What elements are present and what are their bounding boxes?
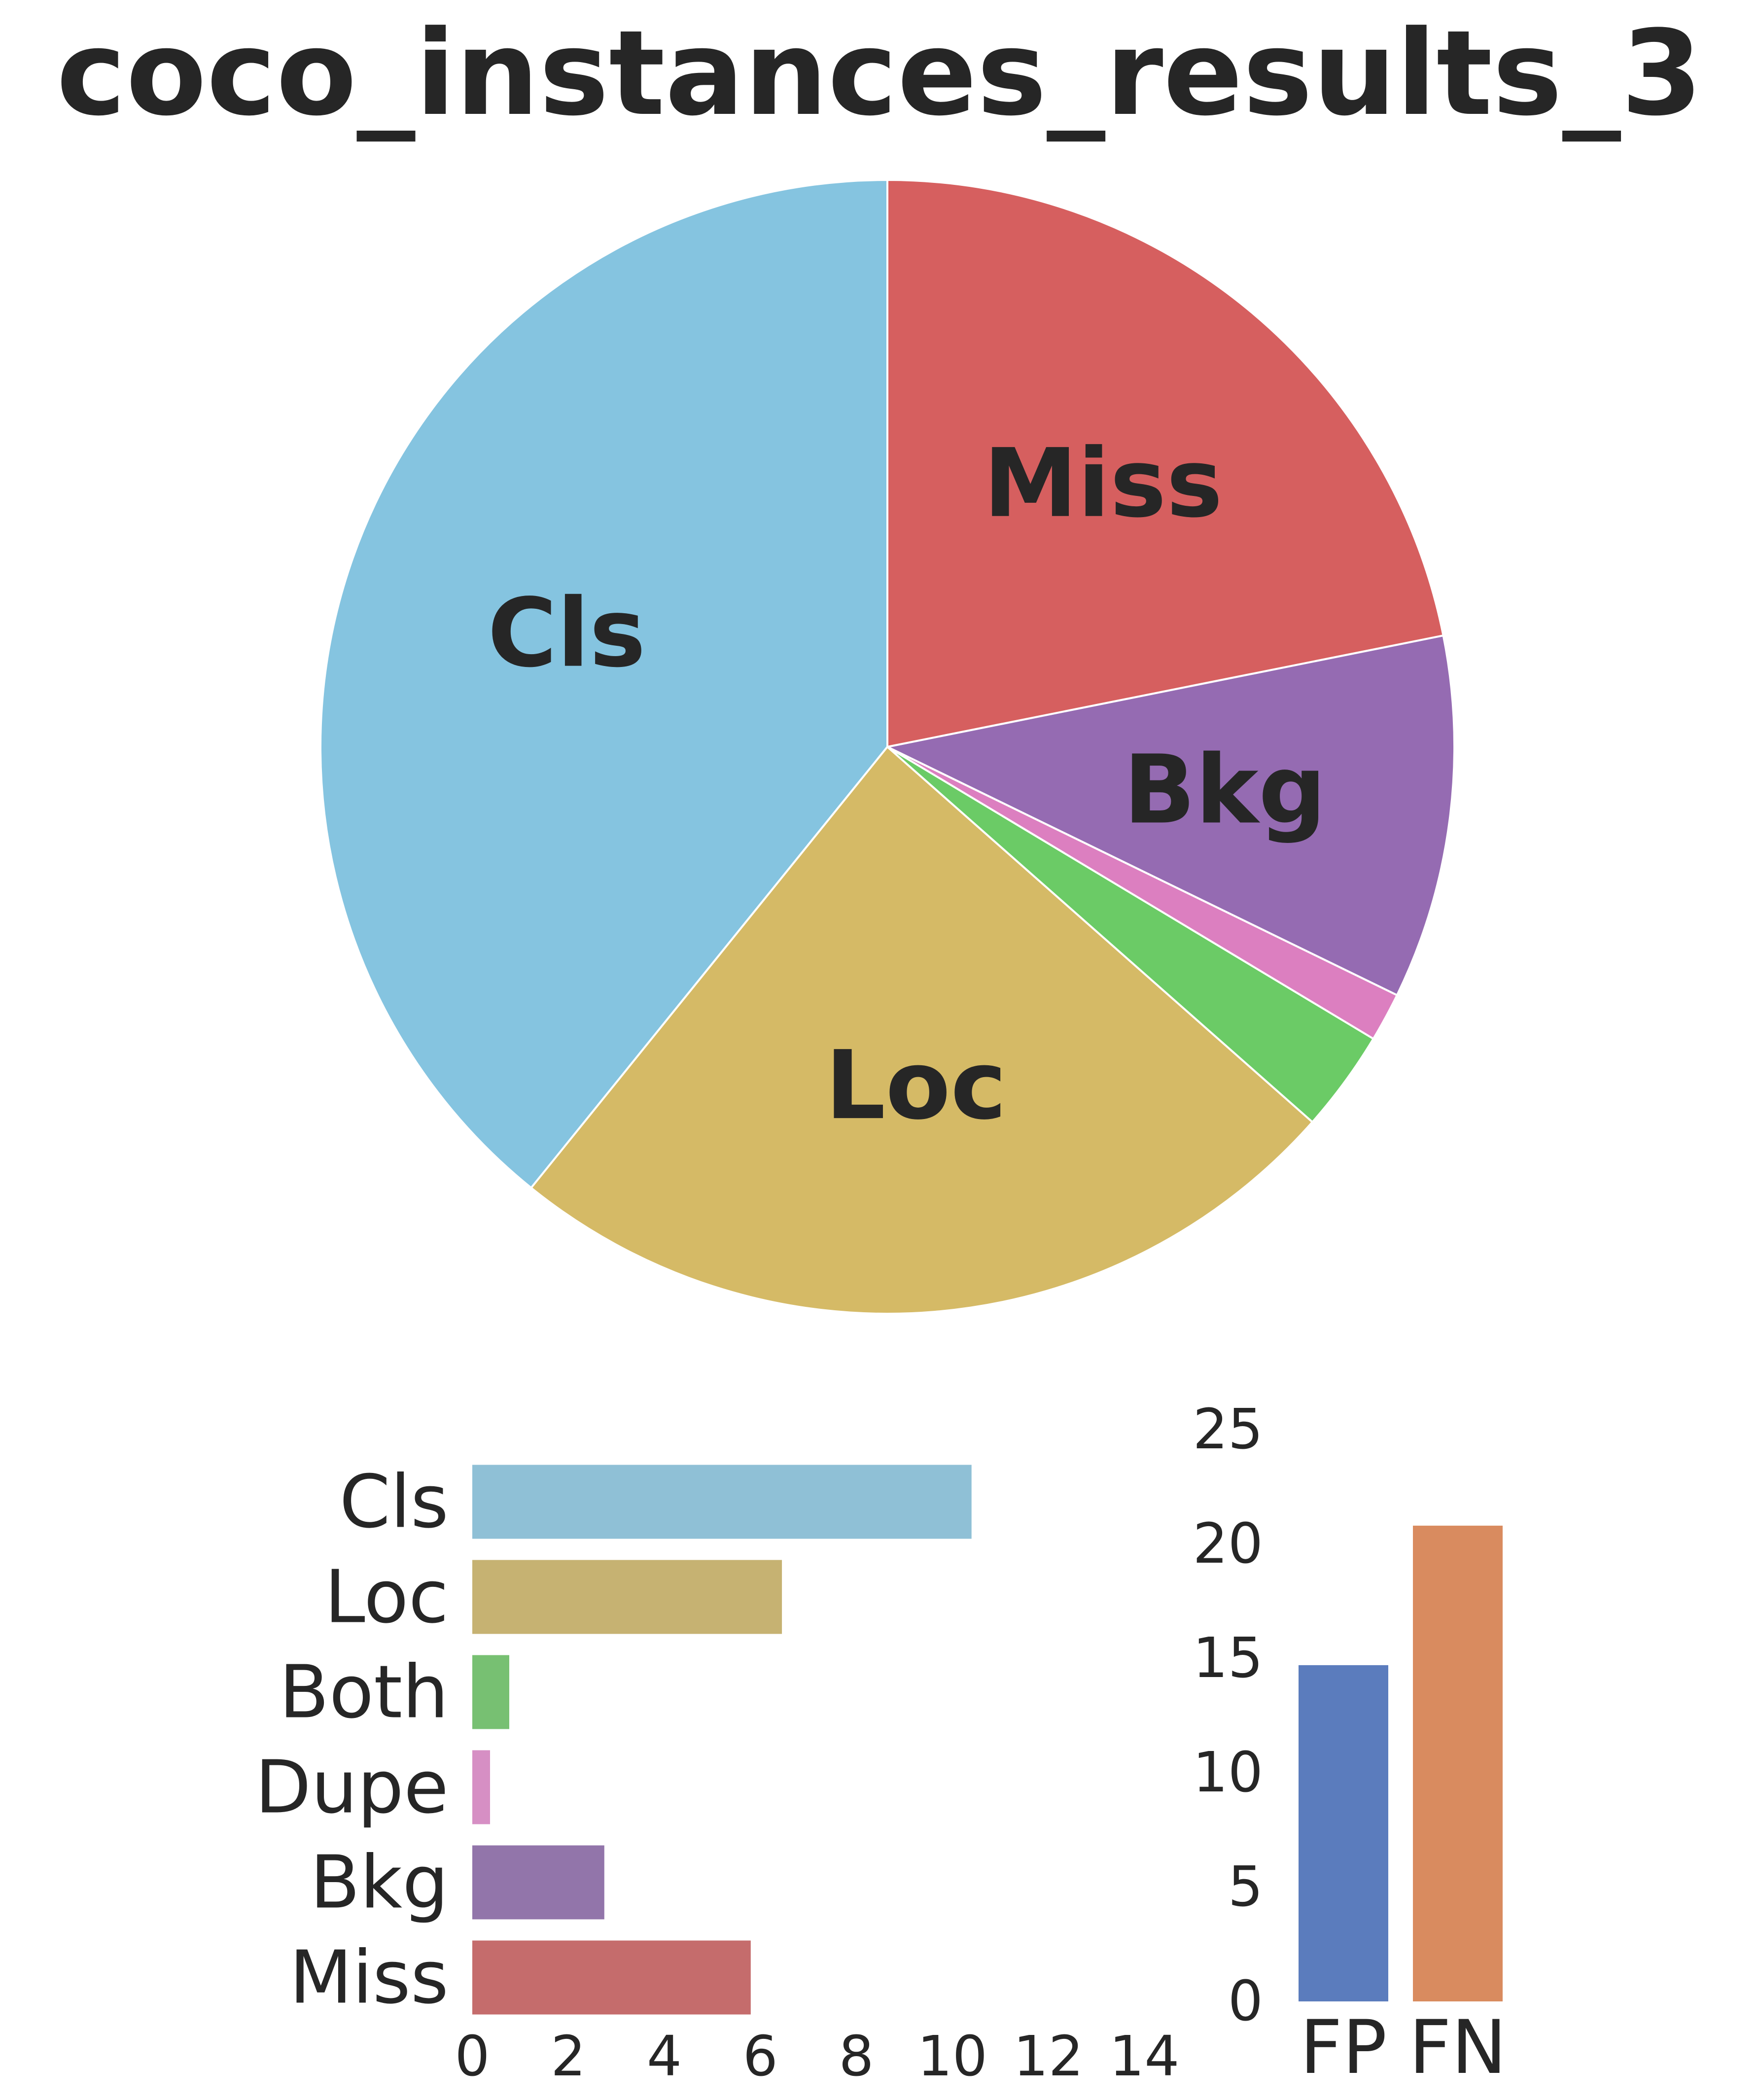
bar-label-fn: FN xyxy=(1409,2005,1507,2091)
y-tick-label: 25 xyxy=(1193,1398,1263,1462)
y-tick-label: 10 xyxy=(1193,1741,1263,1805)
x-tick-label: 10 xyxy=(917,2025,988,2089)
bar-fp xyxy=(1299,1665,1388,2001)
pie-label-miss: Miss xyxy=(984,429,1223,539)
fp-fn-bar-chart: 0 5 10 15 20 25 FP FN xyxy=(1193,1398,1507,2091)
pie-slice-cls xyxy=(319,179,888,1189)
chart-title: coco_instances_results_3 xyxy=(56,5,1703,142)
bar-label-dupe: Dupe xyxy=(255,1745,449,1830)
bar-bkg xyxy=(472,1845,604,1920)
pie-label-bkg: Bkg xyxy=(1124,735,1326,845)
x-tick-label: 8 xyxy=(839,2025,874,2089)
pie-chart: Cls Loc Bkg Miss xyxy=(319,179,1455,1315)
bar-both xyxy=(472,1655,509,1729)
y-tick-label: 15 xyxy=(1193,1626,1263,1690)
bar-dupe xyxy=(472,1750,490,1824)
bar-label-miss: Miss xyxy=(289,1935,449,2020)
x-tick-label: 12 xyxy=(1013,2025,1084,2089)
x-tick-label: 2 xyxy=(551,2025,586,2089)
x-tick-label: 0 xyxy=(455,2025,490,2089)
y-tick-label: 0 xyxy=(1228,1969,1263,2033)
bar-label-both: Both xyxy=(279,1650,449,1735)
x-tick-label: 4 xyxy=(647,2025,682,2089)
x-tick-label: 6 xyxy=(743,2025,778,2089)
error-breakdown-bar-chart: Cls Loc Both Dupe Bkg Miss 0 2 4 6 8 10 12 14 xyxy=(255,1460,1180,2089)
bar-loc xyxy=(472,1560,782,1634)
bar-label-fp: FP xyxy=(1300,2005,1387,2091)
bar-label-cls: Cls xyxy=(339,1460,449,1544)
pie-label-loc: Loc xyxy=(825,1031,1007,1141)
bar-fn xyxy=(1413,1525,1503,2001)
bar-miss xyxy=(472,1940,751,2015)
x-tick-label: 14 xyxy=(1109,2025,1180,2089)
bar-label-loc: Loc xyxy=(324,1555,449,1640)
pie-slice-bkg xyxy=(886,634,1455,996)
pie-label-cls: Cls xyxy=(488,579,646,689)
bar-cls xyxy=(472,1465,972,1539)
pie-slice-miss xyxy=(886,179,1444,748)
bar-label-bkg: Bkg xyxy=(310,1840,449,1925)
pie-slice-loc xyxy=(530,746,1314,1315)
y-tick-label: 20 xyxy=(1193,1512,1263,1576)
y-tick-label: 5 xyxy=(1228,1855,1263,1919)
